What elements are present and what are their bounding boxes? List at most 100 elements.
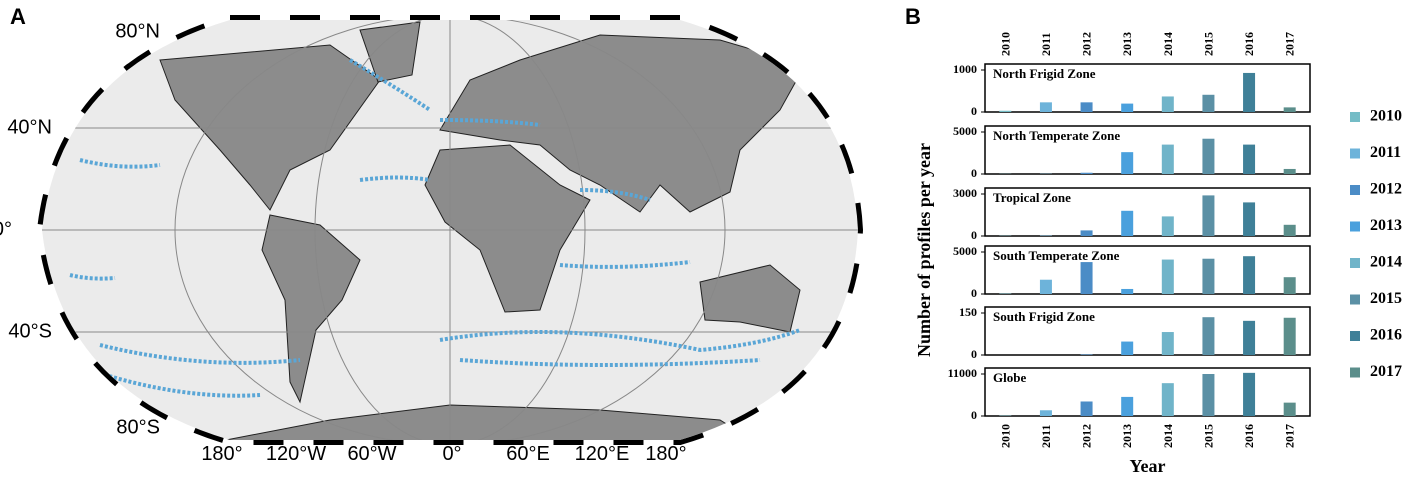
bar [1202, 138, 1215, 174]
track [579, 188, 651, 202]
bar [1202, 94, 1215, 112]
graticule [42, 20, 858, 440]
panel-title: North Frigid Zone [993, 66, 1096, 81]
track [439, 118, 541, 127]
bar [1039, 102, 1052, 112]
y-tick-label: 150 [959, 305, 977, 319]
meridian [314, 20, 586, 440]
bar [1161, 332, 1174, 355]
legend-swatch [1350, 221, 1360, 232]
bar [1080, 230, 1093, 236]
bar [1080, 102, 1093, 112]
y-tick-label: 0 [971, 286, 977, 300]
legend-label: 2015 [1370, 290, 1402, 307]
lon-label: 180° [645, 443, 686, 465]
bar [1161, 383, 1174, 416]
panel-title: Globe [993, 370, 1026, 385]
bar [1283, 107, 1296, 112]
x-axis-label: Year [1130, 456, 1166, 476]
track [99, 343, 301, 365]
land [261, 214, 361, 404]
bar [1121, 103, 1134, 112]
bar [1243, 256, 1256, 294]
legend-label: 2010 [1370, 108, 1402, 125]
bar [1161, 144, 1174, 174]
legend-label: 2011 [1370, 144, 1401, 161]
lon-label: 180° [201, 443, 242, 465]
bar [999, 110, 1012, 112]
x-tick-label: 2016 [1242, 424, 1256, 448]
lon-label: 60°W [347, 443, 396, 465]
panel-title: South Frigid Zone [993, 309, 1095, 324]
panel-frame [984, 63, 1311, 113]
y-tick-label: 1000 [953, 62, 977, 76]
track [439, 328, 801, 353]
legend-label: 2016 [1370, 327, 1402, 344]
y-tick-label: 11000 [948, 366, 977, 380]
y-tick-label: 0 [971, 104, 977, 118]
bar [1243, 372, 1256, 416]
legend-label: 2014 [1370, 254, 1402, 271]
land [359, 21, 421, 83]
bar [1283, 224, 1296, 236]
y-axis-label: Number of profiles per year [914, 143, 934, 357]
panel-frame [984, 187, 1311, 237]
bar [1039, 279, 1052, 294]
legend-label: 2012 [1370, 181, 1402, 198]
y-tick-label: 0 [971, 166, 977, 180]
y-tick-label: 0 [971, 228, 977, 242]
bar [1243, 320, 1256, 355]
map-body [42, 20, 858, 440]
bar [1202, 195, 1215, 236]
profile-tracks [69, 58, 801, 398]
lat-label: 40°N [7, 116, 52, 138]
bar [1161, 96, 1174, 112]
land [424, 144, 591, 313]
bar [1080, 172, 1093, 174]
bar [1283, 277, 1296, 294]
legend-label: 2013 [1370, 217, 1402, 234]
y-tick-label: 5000 [953, 124, 977, 138]
lat-label: 0° [0, 218, 12, 240]
legend-swatch [1350, 258, 1360, 268]
lon-label: 120°W [266, 443, 326, 465]
legend-label: 2017 [1370, 363, 1402, 380]
y-tick-label: 5000 [953, 244, 977, 258]
panel-frame [984, 306, 1311, 356]
y-tick-label: 0 [971, 408, 977, 422]
bar [1161, 216, 1174, 236]
track [559, 260, 691, 269]
bar [1080, 262, 1093, 294]
panel-title: Tropical Zone [993, 190, 1071, 205]
legend-swatch [1350, 294, 1360, 305]
bar [1121, 341, 1134, 355]
bar [1080, 354, 1093, 355]
bar [1243, 144, 1256, 174]
bar [1283, 317, 1296, 355]
x-tick-label: 2012 [1080, 32, 1094, 56]
panel-frame [984, 125, 1311, 175]
bar [1202, 258, 1215, 294]
panel-label: A [10, 4, 26, 29]
bar [1121, 152, 1134, 174]
lon-label: 60°E [506, 443, 550, 465]
map [36, 15, 864, 445]
x-tick-label: 2014 [1161, 424, 1175, 448]
bar [1283, 402, 1296, 416]
legend-swatch [1350, 185, 1360, 195]
lon-label: 120°E [575, 443, 630, 465]
panel-title: North Temperate Zone [993, 128, 1120, 143]
x-tick-label: 2011 [1039, 33, 1053, 56]
panel-frame [984, 245, 1311, 295]
x-tick-label: 2012 [1080, 424, 1094, 448]
bar [1121, 396, 1134, 416]
x-tick-label: 2014 [1161, 32, 1175, 56]
lat-label: 80°N [115, 20, 160, 42]
bar [1243, 72, 1256, 112]
bar [1121, 210, 1134, 236]
x-tick-label: 2017 [1283, 32, 1297, 56]
bar [1039, 410, 1052, 416]
panel-title: South Temperate Zone [993, 248, 1120, 263]
x-tick-label: 2010 [998, 424, 1012, 448]
